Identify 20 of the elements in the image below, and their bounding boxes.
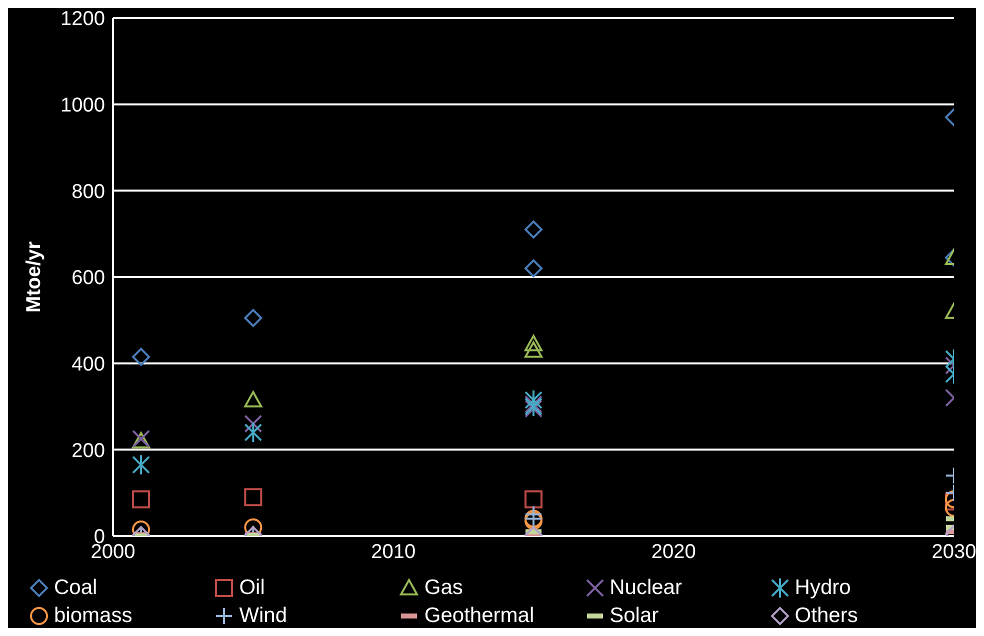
x-tick-label: 2030	[932, 541, 976, 564]
y-tick-label: 400	[72, 353, 105, 376]
y-tick-label: 800	[72, 180, 105, 203]
legend-label: Hydro	[794, 576, 851, 600]
legend-label: Solar	[610, 604, 659, 628]
legend-label: Wind	[239, 604, 288, 628]
y-tick-label: 200	[72, 440, 105, 462]
x-tick-label: 2020	[651, 541, 696, 564]
y-tick-label: 1200	[60, 8, 105, 30]
legend-label: Geothermal	[424, 604, 534, 628]
legend-label: Gas	[424, 576, 463, 600]
legend-label: Others	[794, 604, 858, 628]
x-tick-label: 2010	[371, 541, 416, 564]
legend-label: Coal	[54, 576, 98, 600]
y-tick-label: 600	[72, 267, 105, 290]
legend-label: Nuclear	[610, 576, 682, 600]
y-axis-title: Mtoe/yr	[23, 241, 46, 313]
y-tick-label: 1000	[60, 94, 105, 116]
legend-label: Oil	[239, 576, 265, 600]
legend-label: biomass	[54, 604, 132, 628]
